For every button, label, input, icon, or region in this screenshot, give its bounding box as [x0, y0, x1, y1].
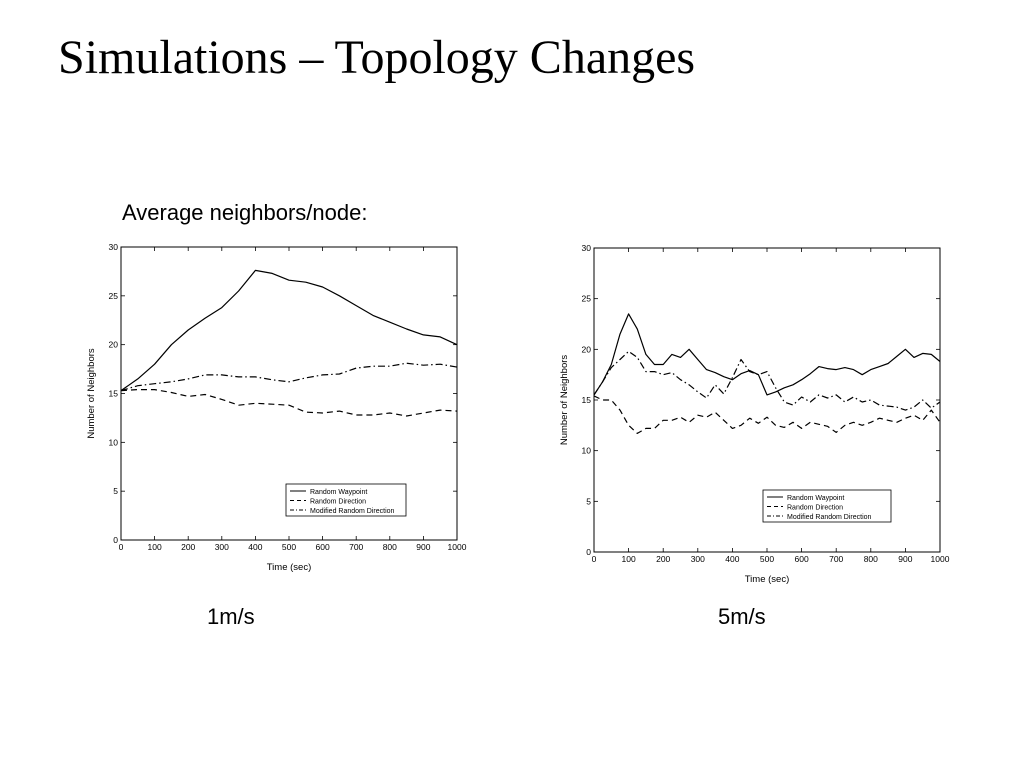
- y-tick-label: 20: [582, 344, 592, 354]
- x-tick-label: 400: [725, 554, 739, 564]
- legend-box: [762, 489, 892, 523]
- x-tick-label: 600: [795, 554, 809, 564]
- x-tick-label: 500: [282, 542, 296, 552]
- legend-label: Random Direction: [310, 499, 366, 506]
- y-tick-label: 15: [582, 395, 592, 405]
- y-axis-label: Number of Neighbors: [559, 355, 570, 446]
- series-line: [593, 350, 941, 411]
- y-tick-label: 5: [586, 496, 591, 506]
- x-tick-label: 500: [760, 554, 774, 564]
- x-tick-label: 800: [864, 554, 878, 564]
- series-line: [593, 395, 941, 434]
- y-tick-label: 0: [586, 547, 591, 557]
- x-axis-label: Time (sec): [267, 562, 312, 573]
- y-tick-label: 0: [113, 535, 118, 545]
- legend-label: Random Waypoint: [787, 495, 844, 502]
- x-tick-label: 200: [181, 542, 195, 552]
- y-tick-label: 30: [582, 243, 592, 253]
- x-tick-label: 0: [119, 542, 124, 552]
- x-tick-label: 700: [349, 542, 363, 552]
- series-line: [120, 362, 458, 392]
- x-tick-label: 800: [383, 542, 397, 552]
- y-tick-label: 30: [109, 242, 119, 252]
- caption-1m-per-s: 1m/s: [207, 604, 255, 629]
- series-line: [120, 269, 458, 392]
- series-line: [593, 313, 941, 396]
- x-tick-label: 900: [898, 554, 912, 564]
- legend-label: Modified Random Direction: [310, 508, 395, 515]
- legend-label: Modified Random Direction: [787, 514, 872, 521]
- x-tick-label: 200: [656, 554, 670, 564]
- x-tick-label: 400: [248, 542, 262, 552]
- x-tick-label: 100: [148, 542, 162, 552]
- y-tick-label: 20: [109, 340, 119, 350]
- x-tick-label: 100: [622, 554, 636, 564]
- x-tick-label: 0: [592, 554, 597, 564]
- legend-label: Random Waypoint: [310, 489, 367, 496]
- y-tick-label: 10: [582, 446, 592, 456]
- y-axis-label: Number of Neighbors: [86, 348, 97, 439]
- slide-subtitle: Average neighbors/node:: [122, 200, 368, 225]
- y-tick-label: 15: [109, 389, 119, 399]
- y-tick-label: 10: [109, 437, 119, 447]
- slide-title: Simulations – Topology Changes: [58, 31, 696, 84]
- caption-5m-per-s: 5m/s: [718, 604, 766, 629]
- x-tick-label: 600: [316, 542, 330, 552]
- y-tick-label: 25: [109, 291, 119, 301]
- x-tick-label: 1000: [931, 554, 950, 564]
- x-tick-label: 900: [416, 542, 430, 552]
- x-tick-label: 1000: [448, 542, 467, 552]
- legend-label: Random Direction: [787, 505, 843, 512]
- y-tick-label: 5: [113, 486, 118, 496]
- x-tick-label: 300: [691, 554, 705, 564]
- x-tick-label: 700: [829, 554, 843, 564]
- y-tick-label: 25: [582, 294, 592, 304]
- series-line: [120, 389, 458, 417]
- x-axis-label: Time (sec): [745, 574, 790, 585]
- x-tick-label: 300: [215, 542, 229, 552]
